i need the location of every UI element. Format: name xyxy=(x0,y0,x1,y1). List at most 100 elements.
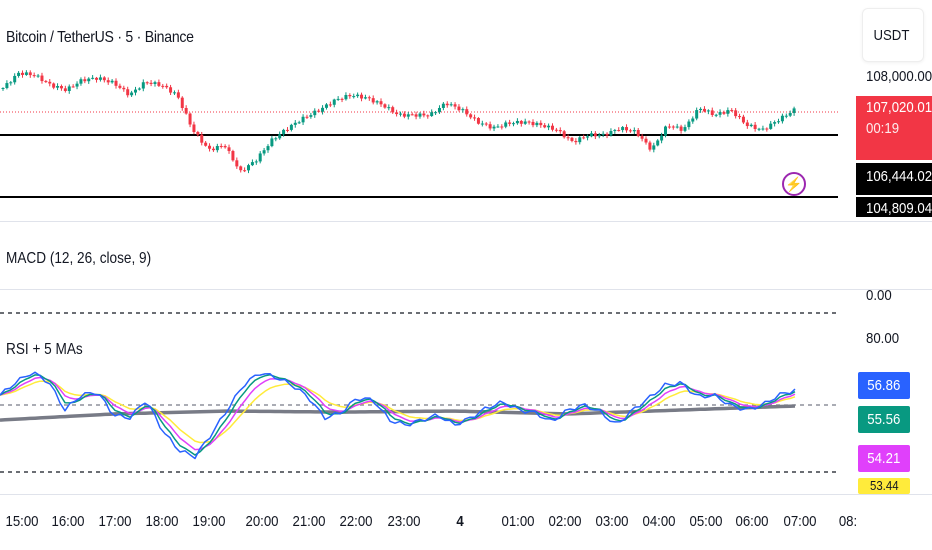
candle-body xyxy=(578,137,582,143)
candle-body xyxy=(56,86,60,88)
candle-body xyxy=(13,75,17,83)
candle-body xyxy=(399,113,402,115)
level-2-price: 104,809.04 xyxy=(866,200,932,217)
candle-body xyxy=(227,147,231,152)
candle-body xyxy=(613,130,617,132)
candle-body xyxy=(426,115,430,117)
ma1-value: 55.56 xyxy=(867,411,901,428)
candle-body xyxy=(196,132,200,135)
candle-body xyxy=(628,130,632,132)
candle-body xyxy=(480,123,484,125)
candle-body xyxy=(67,86,71,91)
time-label: 04:00 xyxy=(642,513,676,530)
candle-body xyxy=(258,153,262,162)
candle-body xyxy=(402,113,406,117)
time-label: 20:00 xyxy=(245,513,279,530)
candle-body xyxy=(239,166,243,171)
time-label: 21:00 xyxy=(292,513,326,530)
candle-body xyxy=(348,95,352,97)
chart-canvas[interactable] xyxy=(0,0,838,550)
candle-body xyxy=(44,81,48,83)
candle-body xyxy=(562,131,566,138)
candle-body xyxy=(473,117,477,119)
candle-body xyxy=(512,123,516,125)
candle-body xyxy=(422,113,426,116)
candle-body xyxy=(130,92,134,96)
candle-body xyxy=(453,104,457,107)
candle-body xyxy=(285,129,289,131)
candle-body xyxy=(730,110,734,112)
candle-body xyxy=(324,104,328,108)
candle-body xyxy=(780,115,784,122)
currency-button[interactable]: USDT xyxy=(862,8,924,62)
candle-body xyxy=(17,72,21,76)
candle-body xyxy=(667,126,671,128)
candle-body xyxy=(137,88,141,90)
candle-body xyxy=(784,115,788,117)
candle-body xyxy=(32,75,36,77)
candle-body xyxy=(95,77,99,80)
time-label: 17:00 xyxy=(98,513,132,530)
currency-label: USDT xyxy=(873,26,910,44)
last-price-tag: 107,020.01 00:19 xyxy=(856,96,932,160)
candle-body xyxy=(718,112,722,115)
candle-body xyxy=(289,124,293,130)
candle-body xyxy=(114,80,118,86)
candle-body xyxy=(274,138,278,140)
candle-body xyxy=(484,123,488,125)
macd-zero-label: 0.00 xyxy=(866,287,892,304)
candle-body xyxy=(157,82,161,86)
pane-divider[interactable] xyxy=(0,221,932,222)
candle-body xyxy=(504,122,508,127)
candle-body xyxy=(687,121,691,128)
candle-body xyxy=(118,85,122,88)
candle-body xyxy=(360,94,364,99)
candle-body xyxy=(722,112,726,114)
candle-body xyxy=(200,134,204,143)
candle-body xyxy=(188,113,192,125)
candle-body xyxy=(664,126,667,136)
candle-body xyxy=(309,115,313,117)
ma2-value: 54.21 xyxy=(867,450,901,467)
candle-body xyxy=(593,133,597,137)
candle-body xyxy=(247,165,251,171)
candle-body xyxy=(469,114,473,118)
candle-body xyxy=(792,108,796,114)
rsi-upper-label: 80.00 xyxy=(866,330,900,347)
candle-body xyxy=(683,127,687,131)
macd-title: MACD (12, 26, close, 9) xyxy=(6,250,152,267)
candle-body xyxy=(122,87,126,90)
candle-body xyxy=(679,126,683,131)
candle-body xyxy=(102,77,106,81)
candle-body xyxy=(695,110,699,119)
candle-body xyxy=(40,75,44,82)
rsi-ma3-line xyxy=(0,380,796,444)
level-tag-2: 104,809.04 xyxy=(856,197,932,217)
candle-body xyxy=(169,87,173,93)
candle-body xyxy=(270,138,274,147)
lightning-icon[interactable]: ⚡ xyxy=(782,172,806,196)
candle-body xyxy=(367,97,371,99)
ma3-value: 53.44 xyxy=(869,478,899,493)
candle-body xyxy=(153,82,157,84)
candle-body xyxy=(36,75,40,77)
candle-body xyxy=(605,133,609,136)
candle-body xyxy=(282,129,286,135)
candle-body xyxy=(699,108,703,111)
time-label: 18:00 xyxy=(145,513,179,530)
candle-body xyxy=(550,125,554,130)
candle-body xyxy=(406,114,410,117)
candle-body xyxy=(1,88,5,90)
candle-body xyxy=(24,72,28,75)
candle-body xyxy=(508,122,512,124)
candle-body xyxy=(589,133,593,137)
candle-body xyxy=(235,160,239,167)
pane-divider[interactable] xyxy=(0,289,932,290)
candle-body xyxy=(488,124,492,129)
candle-body xyxy=(652,145,656,150)
time-label: 08: xyxy=(838,513,858,530)
candle-body xyxy=(254,161,258,163)
candle-body xyxy=(769,123,773,129)
rsi-title: RSI + 5 MAs xyxy=(6,341,83,358)
time-label: 23:00 xyxy=(387,513,421,530)
